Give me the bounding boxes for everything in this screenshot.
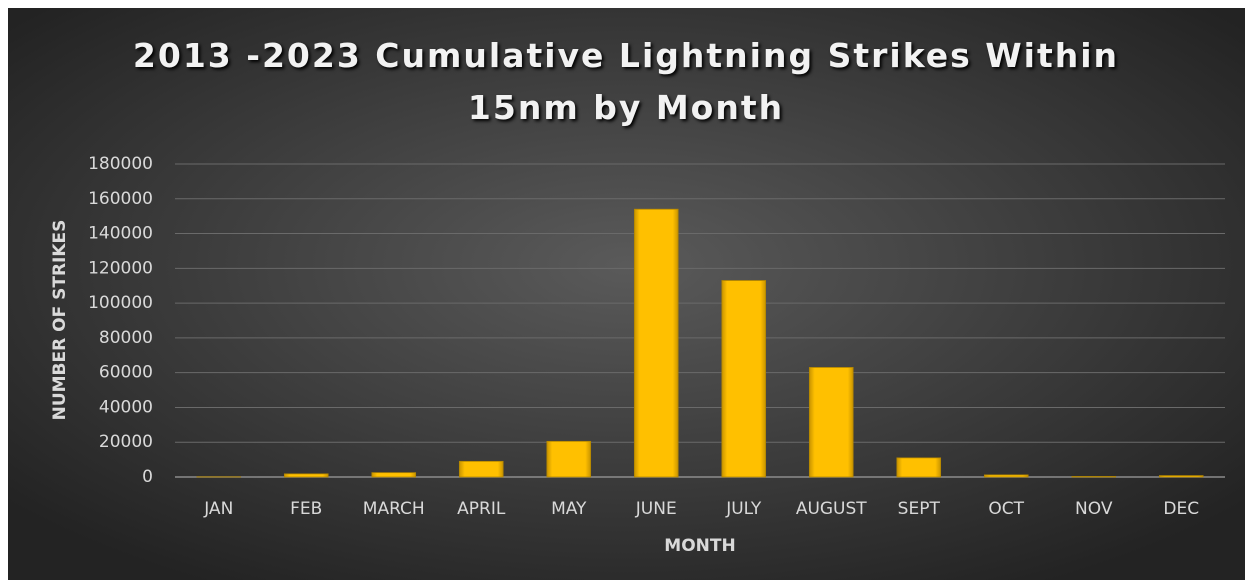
x-tick-label: OCT [988,499,1024,519]
x-tick-label: JULY [725,499,762,519]
x-tick-label: NOV [1075,499,1113,519]
bar [371,472,417,478]
y-axis-label: NUMBER OF STRIKES [50,220,70,421]
bar [283,473,329,478]
x-tick-label: JUNE [635,499,677,519]
bar [633,208,679,478]
chart-title: 2013 -2023 Cumulative Lightning Strikes … [132,36,1120,127]
y-tick-label: 60000 [99,363,153,383]
bar [808,367,854,478]
bar [983,474,1029,478]
bar [546,440,592,478]
y-tick-label: 160000 [88,189,153,209]
x-tick-label: JAN [203,499,233,519]
x-tick-label: FEB [290,499,322,519]
y-tick-label: 0 [142,467,153,487]
y-tick-label: 40000 [99,397,153,417]
x-tick-label: MAY [551,499,587,519]
bar [1158,475,1204,478]
bar [721,280,767,478]
x-tick-label: DEC [1163,499,1199,519]
bar [896,457,942,478]
y-tick-label: 180000 [88,154,153,174]
y-tick-label: 80000 [99,328,153,348]
x-tick-label: SEPT [898,499,941,519]
y-tick-label: 100000 [88,293,153,313]
y-tick-label: 120000 [88,258,153,278]
bar [458,460,504,478]
x-tick-label: AUGUST [796,499,867,519]
x-tick-label: APRIL [457,499,506,519]
x-axis-label: MONTH [664,536,735,556]
y-tick-label: 20000 [99,432,153,452]
bar [1071,476,1117,478]
y-tick-label: 140000 [88,224,153,244]
chart-background [8,8,1245,580]
x-tick-label: MARCH [363,499,425,519]
